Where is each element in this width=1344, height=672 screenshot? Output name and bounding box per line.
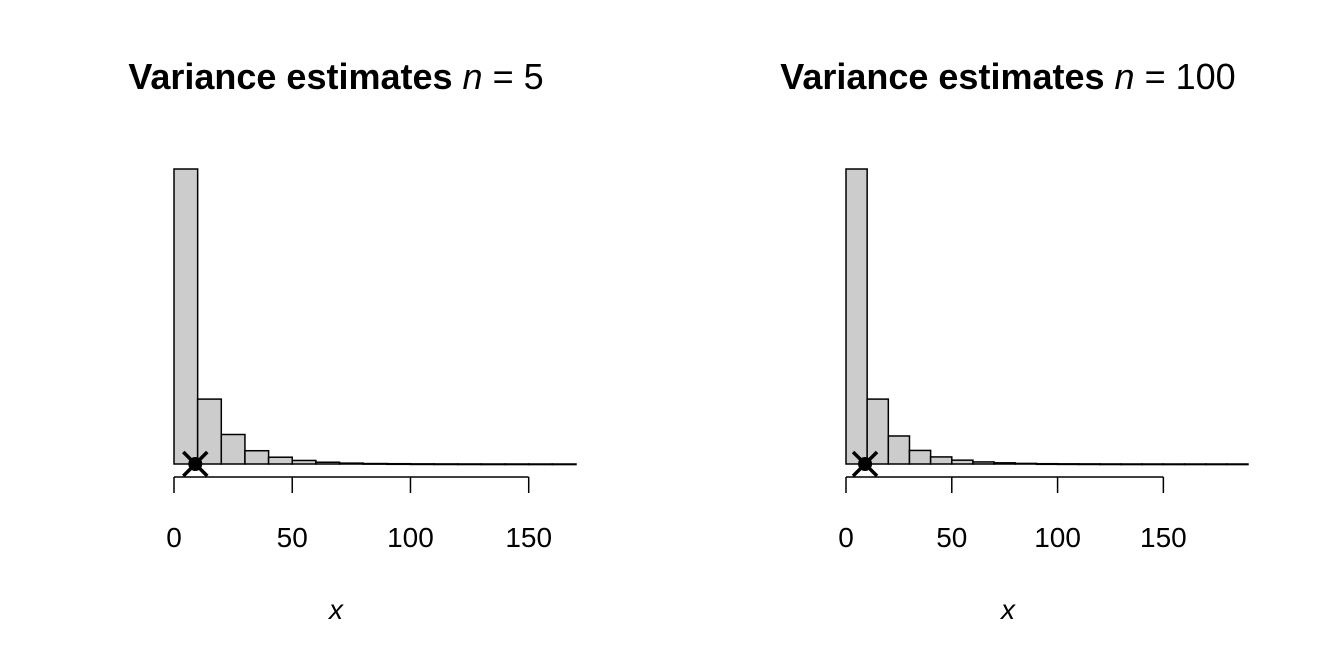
- chart-title: Variance estimates n = 100: [672, 56, 1344, 98]
- histogram-bar: [504, 463, 530, 466]
- marker-dot: [188, 457, 203, 471]
- x-tick-label: 150: [1140, 522, 1187, 553]
- x-axis-label: x: [329, 594, 343, 625]
- chart-panel-left: Variance estimates n = 5 0 50 100 150 x: [0, 56, 672, 625]
- x-axis-label: x: [1001, 594, 1015, 625]
- histogram-bar: [972, 461, 995, 465]
- histogram-bar: [1014, 462, 1038, 465]
- histogram-bar: [291, 459, 317, 465]
- title-value: 100: [1175, 56, 1236, 97]
- x-tick-label: 50: [936, 522, 967, 553]
- histogram-plot-left: 0 50 100 150: [166, 168, 577, 553]
- x-tick-label: 50: [277, 522, 308, 553]
- histogram-bar: [929, 456, 953, 465]
- chart-panel-right: Variance estimates n = 100 0 50 100 150 x: [672, 0, 1344, 672]
- title-main: Variance estimates: [128, 56, 453, 97]
- chart-title: Variance estimates n = 5: [0, 56, 672, 98]
- histogram-bar: [845, 168, 868, 465]
- histogram-bar: [866, 398, 890, 465]
- title-equals: =: [1144, 56, 1166, 97]
- histogram-bar: [1204, 463, 1228, 466]
- histogram-bar: [457, 463, 483, 466]
- title-variable: n: [462, 56, 483, 97]
- histogram-bar: [244, 449, 270, 465]
- histogram-bar: [480, 463, 506, 466]
- x-tick-label: 0: [166, 522, 182, 553]
- histogram-bar: [527, 463, 554, 466]
- histogram-bar: [1183, 463, 1207, 466]
- histogram-bar: [1099, 463, 1122, 466]
- histogram-bar: [1056, 463, 1080, 466]
- histogram-bar: [908, 449, 932, 465]
- x-tick-label: 0: [838, 522, 854, 553]
- marker-dot: [858, 457, 873, 471]
- histogram-bar: [220, 433, 246, 465]
- histogram-bar: [315, 461, 341, 465]
- histogram-bar: [1120, 463, 1143, 466]
- histogram-bar: [1141, 463, 1165, 466]
- histogram-bar: [1162, 463, 1186, 466]
- histogram-bar: [338, 462, 364, 465]
- x-tick-label: 100: [1034, 522, 1081, 553]
- histogram-bar: [951, 459, 974, 465]
- title-main: Variance estimates: [780, 56, 1105, 97]
- histogram-plot-right: 0 50 100 150: [838, 168, 1249, 553]
- histogram-bar: [173, 168, 199, 465]
- histogram-bar: [386, 462, 412, 466]
- histogram-bar: [1077, 463, 1101, 466]
- histogram-bar: [409, 463, 435, 466]
- title-value: 5: [523, 56, 544, 97]
- x-tick-label: 100: [387, 522, 434, 553]
- histogram-bar: [433, 463, 459, 466]
- histogram-bar: [887, 435, 911, 465]
- histogram-bar: [993, 462, 1017, 465]
- histogram-bar: [267, 456, 293, 465]
- x-tick-label: 150: [505, 522, 552, 553]
- histogram-bar: [1226, 463, 1249, 466]
- histogram-bar: [196, 398, 223, 465]
- histogram-bar: [551, 463, 577, 466]
- histogram-bar: [362, 462, 388, 465]
- title-equals: =: [492, 56, 514, 97]
- title-variable: n: [1114, 56, 1135, 97]
- histogram-bar: [1035, 462, 1059, 466]
